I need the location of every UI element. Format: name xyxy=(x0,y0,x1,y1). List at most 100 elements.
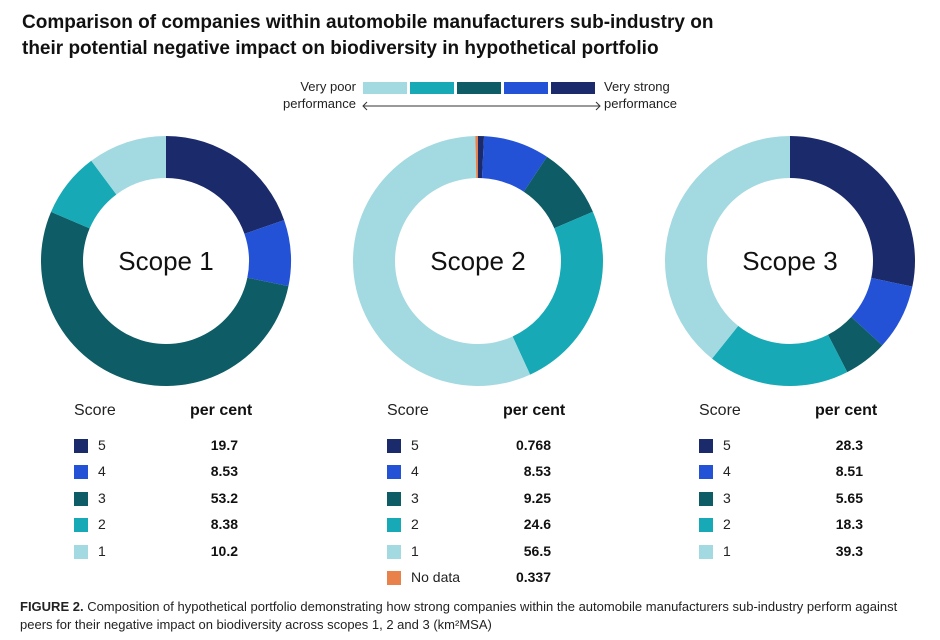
donut-slice-scope-2-4 xyxy=(482,136,547,192)
legend-scope-1: Score per cent 5 19.7 4 8.53 3 53.2 2 8.38 1 10.2 xyxy=(72,402,272,566)
legend-header: Score per cent xyxy=(72,402,272,424)
scale-left-label-line-2: performance xyxy=(283,96,356,111)
legend-score-label: 1 xyxy=(411,542,419,559)
legend-score-label: 5 xyxy=(723,437,731,453)
donut-slice-scope-3-5 xyxy=(790,136,915,287)
legend-value: 0.768 xyxy=(515,437,551,453)
donut-slice-scope-3-4 xyxy=(851,277,913,346)
legend-value: 0.337 xyxy=(515,568,551,585)
legend-score-label: 3 xyxy=(98,489,106,506)
legend-header-score: Score xyxy=(387,402,429,419)
donut-center-label: Scope 1 xyxy=(118,246,213,276)
legend-header: Score per cent xyxy=(697,402,897,424)
legend-swatch xyxy=(74,465,88,480)
legend-swatch xyxy=(74,544,88,559)
double-arrow-icon xyxy=(362,101,601,111)
legend-swatch xyxy=(699,491,713,506)
legend-header-pct: per cent xyxy=(503,402,566,419)
scale-segment xyxy=(410,82,454,94)
legend-value: 56.5 xyxy=(523,542,551,559)
legend-row: 3 5.65 xyxy=(697,487,897,513)
legend-swatch xyxy=(74,439,88,453)
legend-score-label: 4 xyxy=(98,463,106,480)
legend-value: 10.2 xyxy=(210,542,238,559)
legend-swatch xyxy=(699,465,713,480)
legend-row: 5 19.7 xyxy=(72,434,272,460)
legend-scope-3: Score per cent 5 28.3 4 8.51 3 5.65 2 18.3 1 39.3 xyxy=(697,402,897,566)
scale-color-bar xyxy=(363,82,595,94)
legend-row: 3 53.2 xyxy=(72,487,272,513)
legend-score-label: 5 xyxy=(411,437,419,453)
donut-slice-scope-2-2 xyxy=(512,211,603,375)
legend-row: 2 18.3 xyxy=(697,513,897,539)
legend-score-label: 1 xyxy=(723,542,731,559)
legend-value: 5.65 xyxy=(835,489,863,506)
legend-row: 1 56.5 xyxy=(385,540,585,566)
legend-value: 19.7 xyxy=(210,437,238,453)
donut-slice-scope-3-3 xyxy=(827,317,883,373)
legend-swatch xyxy=(387,465,401,480)
legend-swatch xyxy=(387,491,401,506)
donut-slice-scope-3-1 xyxy=(664,136,790,359)
legend-swatch xyxy=(699,518,713,533)
legend-score-label: 3 xyxy=(411,489,419,506)
legend-value: 24.6 xyxy=(523,516,551,533)
legend-value: 18.3 xyxy=(835,516,863,533)
legend-row: 5 0.768 xyxy=(385,434,585,460)
donut-charts: Scope 1 Scope 2 Scope 3 xyxy=(41,136,915,386)
legend-row: 2 8.38 xyxy=(72,513,272,539)
legend-value: 8.53 xyxy=(210,463,238,480)
legend-swatch xyxy=(387,518,401,533)
legend-row: 2 24.6 xyxy=(385,513,585,539)
donut-slice-scope-1-4 xyxy=(244,220,292,287)
scale-segment xyxy=(504,82,548,94)
legend-header-score: Score xyxy=(74,402,116,419)
donut-slice-scope-1-2 xyxy=(51,160,117,229)
legend-value: 8.53 xyxy=(523,463,551,480)
performance-scale: Very poor performance Very strong perfor… xyxy=(0,76,940,116)
legend-score-label: 4 xyxy=(411,463,419,480)
legend-swatch xyxy=(387,439,401,453)
legend-value: 8.38 xyxy=(210,516,238,533)
legend-score-label: 4 xyxy=(723,463,731,480)
legend-value: 8.51 xyxy=(835,463,863,480)
legend-row: No data 0.337 xyxy=(385,566,585,592)
donut-slice-scope-2-3 xyxy=(523,156,593,229)
figure-caption: FIGURE 2. Composition of hypothetical po… xyxy=(20,598,925,634)
legend-score-label: No data xyxy=(411,568,461,585)
scale-right-label-line-2: performance xyxy=(604,96,677,111)
legend-scope-2: Score per cent 5 0.768 4 8.53 3 9.25 2 24.6 1 56.5 N… xyxy=(385,402,585,592)
legend-row: 3 9.25 xyxy=(385,487,585,513)
scale-segment xyxy=(363,82,407,94)
legend-row: 5 28.3 xyxy=(697,434,897,460)
legend-header-score: Score xyxy=(699,402,741,419)
donut-slice-scope-1-3 xyxy=(41,211,289,386)
scale-segment xyxy=(457,82,501,94)
donut-center-label: Scope 3 xyxy=(742,246,837,276)
donut-slice-scope-3-2 xyxy=(712,325,848,386)
legend-header-pct: per cent xyxy=(190,402,253,419)
donut-slice-scope-2-5 xyxy=(478,136,485,179)
legend-score-label: 2 xyxy=(98,516,106,533)
legend-value: 39.3 xyxy=(835,542,863,559)
chart-title-line-2: their potential negative impact on biodi… xyxy=(22,38,659,59)
scale-left-label: Very poor performance xyxy=(283,78,356,112)
legend-header: Score per cent xyxy=(385,402,585,424)
legend-swatch xyxy=(699,439,713,453)
chart-title: Comparison of companies within automobil… xyxy=(22,10,902,62)
scale-left-label-line-1: Very poor xyxy=(300,79,356,94)
legend-value: 53.2 xyxy=(210,489,238,506)
scale-right-label-line-1: Very strong xyxy=(604,79,670,94)
donut-slice-scope-1-1 xyxy=(91,136,166,195)
legend-score-label: 2 xyxy=(411,516,419,533)
caption-text: Composition of hypothetical portfolio de… xyxy=(20,599,898,632)
legend-row: 1 10.2 xyxy=(72,540,272,566)
legend-score-label: 3 xyxy=(723,489,731,506)
scale-segment xyxy=(551,82,595,94)
legend-swatch xyxy=(74,491,88,506)
caption-prefix: FIGURE 2. xyxy=(20,599,84,614)
legend-score-label: 5 xyxy=(98,437,106,453)
chart-title-line-1: Comparison of companies within automobil… xyxy=(22,12,714,33)
legend-row: 4 8.53 xyxy=(385,460,585,486)
scale-right-label: Very strong performance xyxy=(604,78,677,112)
